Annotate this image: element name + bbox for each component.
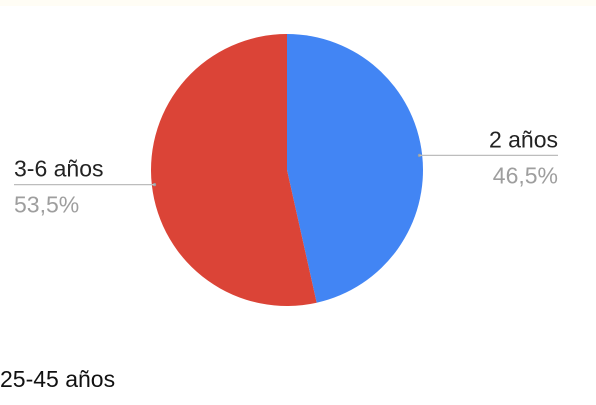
pie-slice-0 — [287, 34, 423, 303]
pie-labels: 2 años 46,5% 3-6 años 53,5% — [14, 126, 558, 218]
top-strip — [0, 0, 596, 6]
slice-percent-1: 53,5% — [14, 192, 79, 218]
slice-label-1: 3-6 años — [14, 156, 104, 182]
slice-label-0: 2 años — [489, 126, 558, 152]
slice-percent-0: 46,5% — [493, 162, 558, 188]
pie-slice-1 — [150, 34, 317, 306]
chart-caption: 25-45 años — [0, 366, 116, 392]
pie-slices — [150, 34, 423, 306]
pie-chart: 2 años 46,5% 3-6 años 53,5% — [14, 34, 558, 306]
